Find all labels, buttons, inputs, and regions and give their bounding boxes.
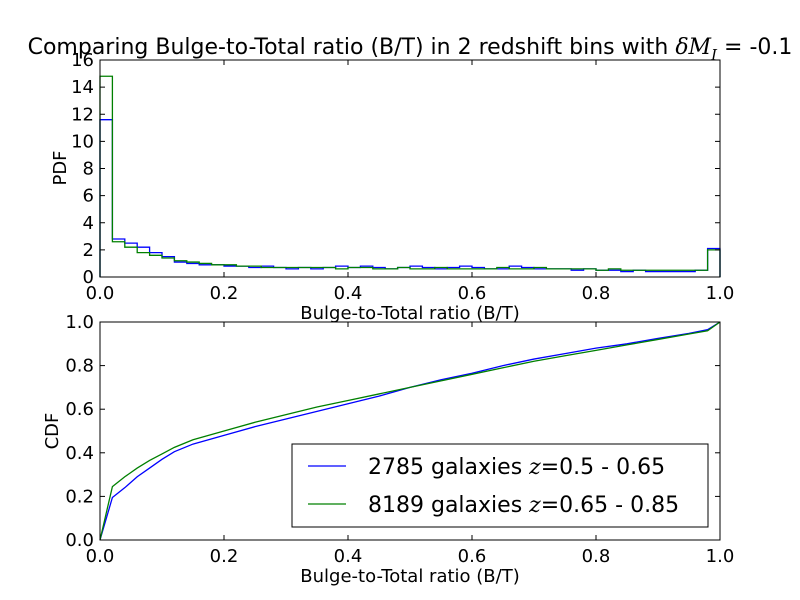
pdf-y-tick-label: 10	[71, 131, 94, 152]
pdf-x-tick-label: 0.8	[582, 283, 611, 304]
legend: 2785 galaxies z=0.5 - 0.65 8189 galaxies…	[291, 443, 709, 528]
pdf-y-tick-label: 12	[71, 104, 94, 125]
pdf-y-tick-label: 0	[83, 267, 94, 288]
cdf-line-series-2	[99, 321, 721, 541]
pdf-y-ticks: 0 2 4 6 8 10 12 14 16	[71, 50, 720, 288]
cdf-x-tick-label: 0.2	[210, 546, 239, 567]
cdf-x-ticks: 0.0 0.2 0.4 0.6 0.8 1.0	[86, 322, 735, 567]
cdf-axes-frame	[99, 321, 721, 541]
pdf-y-tick-label: 6	[83, 186, 94, 207]
pdf-x-axis-label: Bulge-to-Total ratio (B/T)	[300, 303, 519, 324]
cdf-x-tick-label: 0.0	[86, 546, 115, 567]
cdf-y-tick-label: 0.4	[65, 443, 94, 464]
cdf-y-tick-label: 0.6	[65, 399, 94, 420]
legend-label-series-2: 8189 galaxies z=0.65 - 0.85	[368, 493, 679, 518]
cdf-y-tick-label: 0.0	[65, 530, 94, 551]
cdf-line-series-1	[99, 321, 721, 541]
pdf-x-tick-label: 0.4	[334, 283, 363, 304]
pdf-y-axis-label: PDF	[50, 150, 71, 185]
pdf-axes-frame	[99, 59, 721, 278]
cdf-y-tick-label: 1.0	[65, 312, 94, 333]
chart-title: Comparing Bulge-to-Total ratio (B/T) in …	[28, 35, 793, 64]
legend-box	[291, 443, 709, 528]
pdf-histogram-series-2	[99, 75, 721, 277]
cdf-y-tick-label: 0.2	[65, 486, 94, 507]
pdf-y-tick-label: 16	[71, 50, 94, 71]
pdf-x-tick-label: 0.6	[458, 283, 487, 304]
pdf-y-tick-label: 8	[83, 159, 94, 180]
pdf-panel: 0.0 0.2 0.4 0.6 0.8 1.0 0 2 4 6 8 10 12 14 16 Bulge-t…	[50, 50, 734, 324]
pdf-x-tick-label: 0.2	[210, 283, 239, 304]
pdf-x-tick-label: 0.0	[86, 283, 115, 304]
pdf-histogram-series-1	[99, 119, 721, 277]
cdf-y-ticks: 0.0 0.2 0.4 0.6 0.8 1.0	[65, 312, 720, 551]
cdf-x-tick-label: 0.8	[582, 546, 611, 567]
pdf-y-tick-label: 4	[83, 213, 94, 234]
pdf-series-group	[99, 75, 721, 277]
cdf-x-tick-label: 0.6	[458, 546, 487, 567]
cdf-x-tick-label: 1.0	[706, 546, 735, 567]
cdf-y-tick-label: 0.8	[65, 356, 94, 377]
cdf-x-tick-label: 0.4	[334, 546, 363, 567]
legend-label-series-1: 2785 galaxies z=0.5 - 0.65	[368, 455, 665, 480]
cdf-y-axis-label: CDF	[42, 413, 63, 450]
pdf-y-tick-label: 2	[83, 240, 94, 261]
pdf-y-tick-label: 14	[71, 77, 94, 98]
pdf-x-ticks: 0.0 0.2 0.4 0.6 0.8 1.0	[86, 60, 735, 304]
cdf-series-group	[99, 321, 721, 541]
cdf-panel: 0.0 0.2 0.4 0.6 0.8 1.0 0.0 0.2 0.4 0.6 0.8 1.0 Bu…	[42, 312, 734, 587]
pdf-x-tick-label: 1.0	[706, 283, 735, 304]
cdf-x-axis-label: Bulge-to-Total ratio (B/T)	[300, 566, 519, 587]
